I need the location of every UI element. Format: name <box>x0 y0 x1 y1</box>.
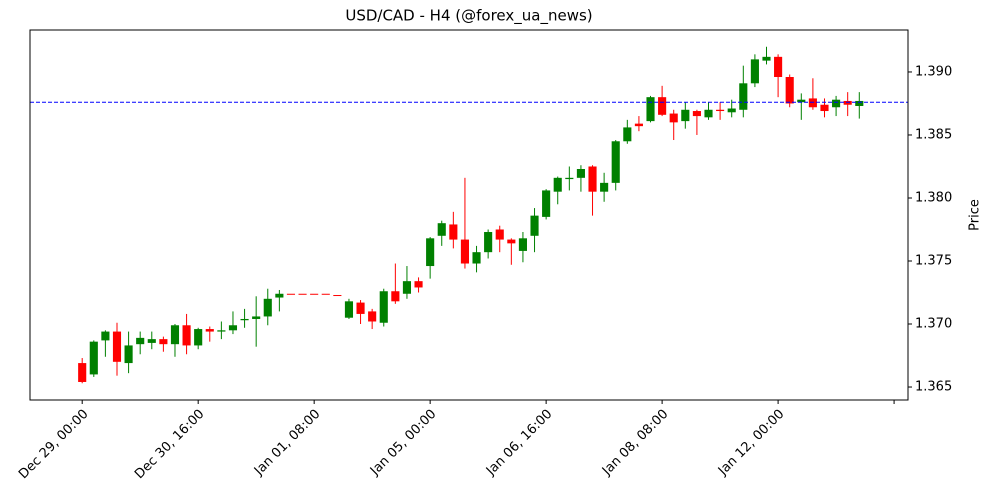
candle-body <box>472 252 481 264</box>
candle-body <box>797 99 806 103</box>
candle-body <box>762 56 771 61</box>
candle-body <box>634 123 643 127</box>
candle-body <box>750 59 759 84</box>
candle-body <box>124 345 133 364</box>
candle-body <box>565 177 574 180</box>
candle-body <box>402 281 412 294</box>
candle-body <box>252 316 261 319</box>
candle-body <box>333 295 342 297</box>
candle-body <box>623 127 632 142</box>
candle-body <box>611 141 620 183</box>
candle-body <box>136 337 145 345</box>
candle-body <box>727 108 736 113</box>
candle-body <box>182 325 191 346</box>
candle-body <box>646 97 655 122</box>
candle-body <box>194 329 203 346</box>
candle-body <box>414 281 423 288</box>
candle-body <box>832 99 841 108</box>
candle-body <box>379 291 388 323</box>
y-tick-label: 1.375 <box>915 253 952 268</box>
candle-body <box>217 330 226 332</box>
candle-body <box>843 100 852 105</box>
candle-body <box>808 98 817 108</box>
candle-body <box>774 56 783 78</box>
candle-body <box>298 293 307 295</box>
candle-body <box>310 293 319 295</box>
candle-body <box>704 109 713 118</box>
candle-body <box>170 325 180 345</box>
candle-body <box>112 331 122 362</box>
candle-body <box>785 77 794 104</box>
candle-body <box>739 83 748 110</box>
candle-body <box>159 339 168 345</box>
x-tick-label: Jan 08, 08:00 <box>599 407 671 479</box>
candle-body <box>449 224 458 240</box>
candle-body <box>507 239 516 244</box>
candle-body <box>542 190 551 217</box>
candle-body <box>321 293 330 295</box>
candle-body <box>426 238 435 267</box>
candle-body <box>530 215 539 236</box>
candle-body <box>275 293 284 298</box>
x-tick-label: Jan 01, 08:00 <box>251 407 323 479</box>
candle-body <box>78 363 87 382</box>
y-tick-label: 1.380 <box>915 190 952 205</box>
candle-body <box>368 311 377 322</box>
candle-body <box>495 229 504 240</box>
y-tick-label: 1.370 <box>915 317 952 332</box>
candle-body <box>669 113 678 123</box>
candle-body <box>855 100 864 106</box>
candle-body <box>437 223 446 236</box>
candle-body <box>356 302 365 314</box>
x-tick-label: Jan 12, 00:00 <box>715 407 787 479</box>
candle-body <box>228 325 238 331</box>
chart-title: USD/CAD - H4 (@forex_ua_news) <box>345 7 592 26</box>
x-tick-label: Dec 30, 16:00 <box>132 407 207 482</box>
candle-body <box>518 238 527 251</box>
candle-body <box>576 169 585 178</box>
candle-body <box>205 329 214 332</box>
candle-body <box>89 341 98 375</box>
candle-body <box>820 104 829 112</box>
x-tick-label: Dec 29, 00:00 <box>16 407 91 482</box>
y-tick-label: 1.385 <box>915 127 952 142</box>
plot-frame <box>29 29 909 401</box>
candle-body <box>716 109 725 112</box>
candle-body <box>263 298 272 317</box>
candle-body <box>344 301 354 318</box>
candle-body <box>681 109 690 122</box>
x-tick-label: Jan 06, 16:00 <box>483 407 555 479</box>
candle-body <box>240 318 249 321</box>
candle-body <box>147 339 156 343</box>
y-tick-label: 1.390 <box>915 64 952 79</box>
candle-body <box>484 232 493 253</box>
candle-body <box>588 166 597 192</box>
candle-body <box>553 177 562 192</box>
candle-body <box>391 291 400 302</box>
x-tick-label: Jan 05, 00:00 <box>367 407 439 479</box>
candle-body <box>286 293 296 295</box>
candle-body <box>101 331 110 341</box>
candle-body <box>658 97 667 115</box>
candle-body <box>692 111 701 117</box>
y-axis-label: Price <box>968 199 983 231</box>
candle-body <box>600 182 609 192</box>
candle-body <box>460 239 469 264</box>
y-tick-label: 1.365 <box>915 380 952 395</box>
